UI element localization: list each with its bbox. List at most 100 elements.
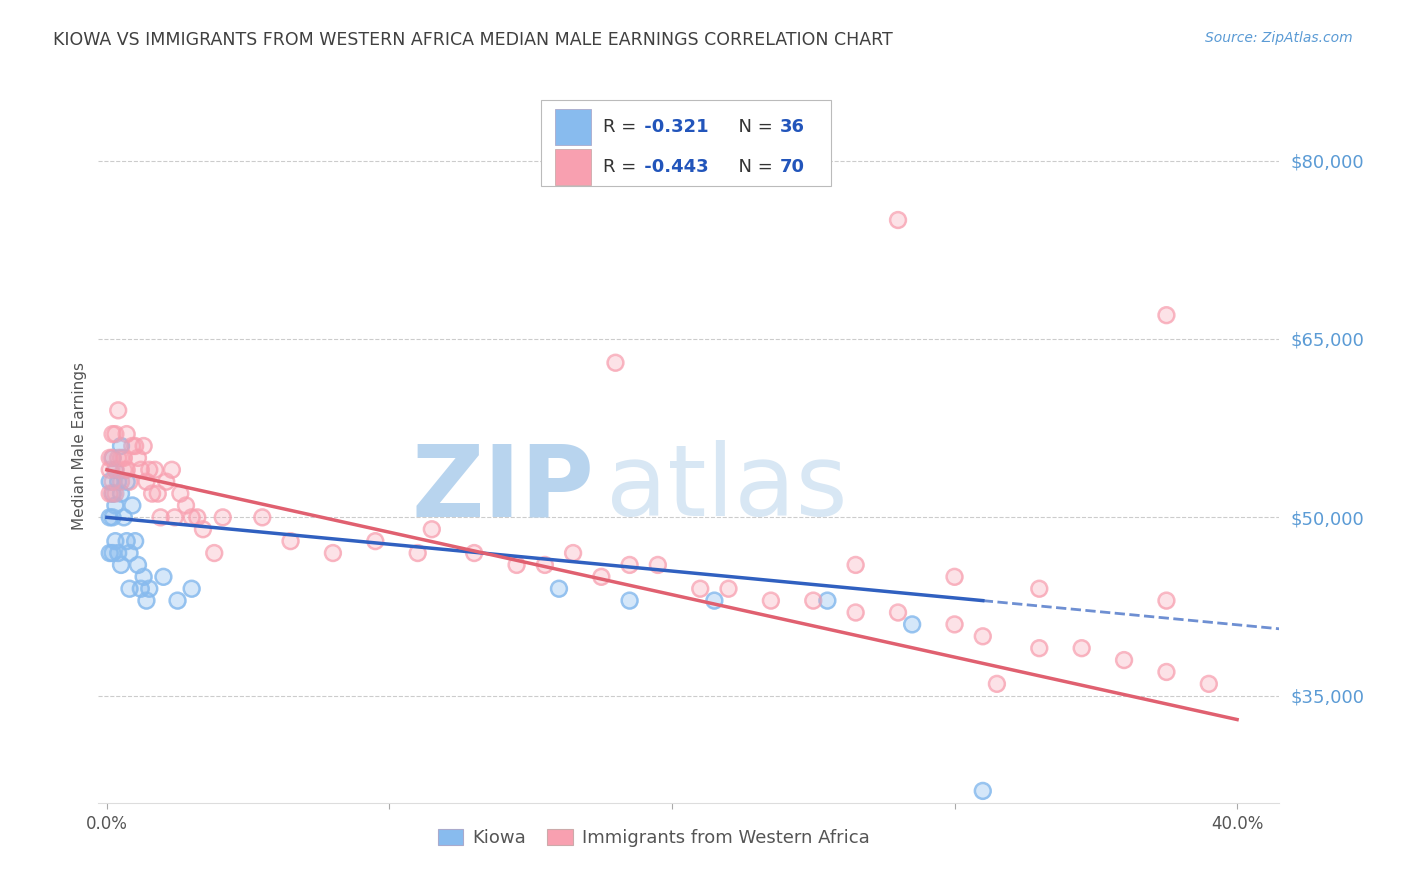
Point: [211, 510, 233, 524]
Point: [121, 499, 143, 513]
Point: [280, 534, 302, 549]
Point: [801, 593, 824, 607]
Point: [801, 593, 824, 607]
Text: R =: R =: [603, 119, 641, 136]
Point: [101, 427, 124, 442]
Point: [1156, 308, 1178, 322]
Point: [104, 486, 127, 500]
Point: [98, 463, 121, 477]
Point: [98, 546, 121, 560]
Point: [689, 582, 711, 596]
Point: [845, 606, 868, 620]
Point: [98, 475, 121, 489]
Point: [138, 463, 160, 477]
Point: [252, 510, 274, 524]
Point: [1028, 641, 1050, 656]
Point: [101, 475, 124, 489]
Point: [505, 558, 527, 572]
Point: [943, 570, 966, 584]
Legend: Kiowa, Immigrants from Western Africa: Kiowa, Immigrants from Western Africa: [430, 822, 876, 855]
Point: [110, 486, 132, 500]
Point: [98, 450, 121, 465]
Point: [155, 475, 177, 489]
Point: [152, 570, 174, 584]
Point: [101, 475, 124, 489]
Point: [845, 558, 868, 572]
Point: [104, 499, 127, 513]
Point: [121, 439, 143, 453]
Point: [1028, 582, 1050, 596]
Point: [127, 450, 149, 465]
Point: [186, 510, 208, 524]
Point: [901, 617, 924, 632]
Point: [101, 450, 124, 465]
Point: [141, 486, 163, 500]
Point: [107, 475, 129, 489]
Point: [121, 439, 143, 453]
Point: [104, 463, 127, 477]
Point: [110, 475, 132, 489]
Point: [112, 510, 135, 524]
Point: [169, 486, 191, 500]
Point: [104, 534, 127, 549]
Point: [845, 558, 868, 572]
Point: [149, 510, 172, 524]
Point: [152, 570, 174, 584]
Text: -0.443: -0.443: [638, 158, 709, 176]
Point: [98, 463, 121, 477]
Point: [115, 475, 138, 489]
Point: [104, 534, 127, 549]
Point: [101, 450, 124, 465]
Point: [98, 510, 121, 524]
Point: [135, 593, 157, 607]
Point: [420, 522, 443, 536]
Point: [101, 486, 124, 500]
Point: [101, 546, 124, 560]
Point: [118, 582, 141, 596]
Text: KIOWA VS IMMIGRANTS FROM WESTERN AFRICA MEDIAN MALE EARNINGS CORRELATION CHART: KIOWA VS IMMIGRANTS FROM WESTERN AFRICA …: [53, 31, 893, 49]
Point: [107, 546, 129, 560]
Point: [110, 475, 132, 489]
Point: [322, 546, 344, 560]
Point: [101, 510, 124, 524]
Point: [115, 427, 138, 442]
FancyBboxPatch shape: [555, 149, 591, 185]
Point: [110, 450, 132, 465]
Point: [115, 534, 138, 549]
Point: [986, 677, 1008, 691]
Point: [107, 450, 129, 465]
Point: [115, 534, 138, 549]
Point: [107, 546, 129, 560]
Point: [1070, 641, 1092, 656]
Point: [463, 546, 485, 560]
Point: [972, 784, 994, 798]
Point: [98, 450, 121, 465]
Point: [104, 463, 127, 477]
Point: [101, 510, 124, 524]
Point: [118, 546, 141, 560]
Point: [124, 534, 146, 549]
Point: [420, 522, 443, 536]
Point: [110, 486, 132, 500]
Point: [101, 450, 124, 465]
Point: [619, 558, 641, 572]
Point: [129, 582, 152, 596]
Point: [717, 582, 740, 596]
Point: [1028, 641, 1050, 656]
Point: [138, 582, 160, 596]
Point: [986, 677, 1008, 691]
Point: [163, 510, 186, 524]
Point: [124, 439, 146, 453]
Point: [943, 570, 966, 584]
Point: [110, 558, 132, 572]
Point: [619, 593, 641, 607]
Point: [943, 617, 966, 632]
Point: [591, 570, 613, 584]
Point: [647, 558, 669, 572]
Point: [211, 510, 233, 524]
Point: [619, 593, 641, 607]
Point: [562, 546, 585, 560]
Point: [104, 427, 127, 442]
Point: [647, 558, 669, 572]
FancyBboxPatch shape: [541, 100, 831, 186]
